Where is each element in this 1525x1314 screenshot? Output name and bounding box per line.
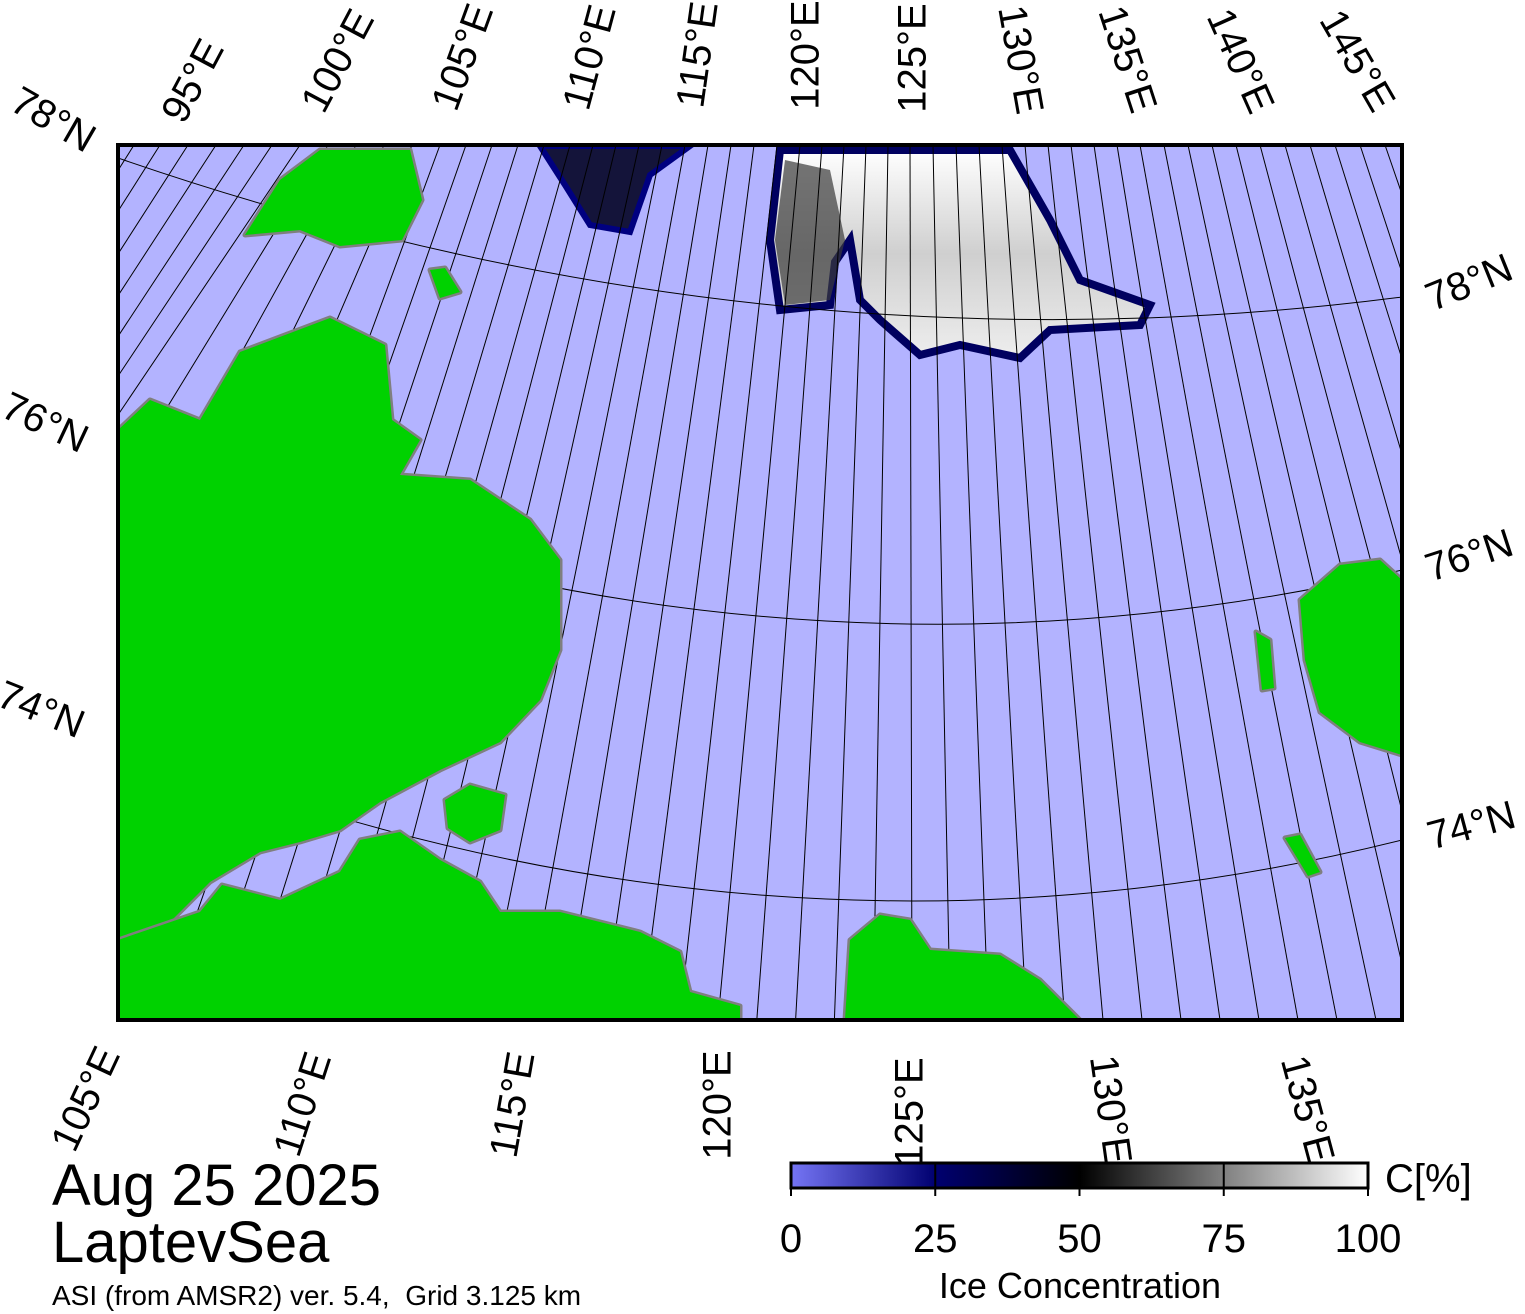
coordinate-label: 135°E bbox=[1272, 1051, 1343, 1168]
meridian bbox=[118, 145, 357, 578]
coordinate-label: 76°N bbox=[1420, 521, 1519, 590]
meridian bbox=[678, 145, 778, 1020]
colorbar-tick-label: 75 bbox=[1202, 1217, 1247, 1261]
meridian bbox=[833, 145, 867, 1020]
coordinate-label: 100°E bbox=[293, 2, 383, 119]
meridian bbox=[978, 145, 1028, 1020]
meridian bbox=[118, 145, 135, 172]
coordinate-label: 105°E bbox=[43, 1040, 129, 1158]
coordinate-label: 135°E bbox=[1089, 0, 1165, 118]
meridian bbox=[795, 145, 845, 1020]
colorbar: C[%] Ice Concentration 0 25 50 75 100 bbox=[780, 1157, 1472, 1306]
colorbar-tick-label: 25 bbox=[913, 1217, 958, 1261]
meridian bbox=[118, 145, 245, 338]
coordinate-label: 76°N bbox=[0, 384, 95, 462]
meridian bbox=[118, 145, 217, 297]
meridian bbox=[601, 145, 732, 1020]
meridian bbox=[1309, 145, 1402, 456]
meridian bbox=[0, 145, 56, 1020]
meridian bbox=[1211, 145, 1402, 967]
meridian bbox=[1334, 145, 1402, 361]
date: Aug 25 2025 bbox=[52, 1153, 381, 1218]
coordinate-label: 145°E bbox=[1311, 2, 1404, 119]
coordinate-label: 140°E bbox=[1198, 2, 1283, 120]
map-area bbox=[0, 145, 1402, 1020]
meridian bbox=[909, 145, 913, 1020]
coordinate-label: 115°E bbox=[668, 0, 726, 110]
coordinate-label: 110°E bbox=[555, 0, 625, 114]
meridian bbox=[717, 145, 801, 1020]
meridian bbox=[1047, 145, 1143, 1020]
meridian bbox=[1024, 145, 1104, 1020]
meridian bbox=[1187, 145, 1377, 1020]
meridian bbox=[118, 145, 301, 416]
meridian bbox=[756, 145, 823, 1020]
coordinate-label: 125°E bbox=[888, 1057, 932, 1166]
meridian bbox=[955, 145, 989, 1020]
colorbar-tick-label: 100 bbox=[1335, 1217, 1402, 1261]
colorbar-title: Ice Concentration bbox=[939, 1265, 1221, 1306]
map-frame bbox=[116, 143, 1404, 1022]
region: LaptevSea bbox=[52, 1210, 330, 1275]
meridian bbox=[872, 145, 889, 1020]
source: ASI (from AMSR2) ver. 5.4, Grid 3.125 km bbox=[52, 1280, 581, 1311]
meridian bbox=[0, 145, 108, 1020]
coordinate-label: 130°E bbox=[1081, 1052, 1140, 1166]
coordinate-label: 105°E bbox=[423, 0, 502, 116]
coordinate-label: 120°E bbox=[696, 1050, 740, 1159]
meridian bbox=[0, 145, 30, 1020]
meridian bbox=[118, 145, 273, 378]
meridian bbox=[1070, 145, 1182, 1020]
coordinate-label: 74°N bbox=[0, 673, 91, 747]
coordinate-label: 115°E bbox=[482, 1048, 544, 1160]
coordinate-label: 78°N bbox=[1419, 246, 1518, 320]
sea-ice-edge bbox=[775, 160, 845, 305]
meridian bbox=[1139, 145, 1299, 1020]
meridian bbox=[0, 145, 82, 1020]
meridian bbox=[640, 145, 755, 1020]
coordinate-label: 130°E bbox=[989, 2, 1051, 117]
coordinate-label: 95°E bbox=[153, 32, 233, 130]
meridian bbox=[932, 145, 951, 1020]
coordinate-label: 125°E bbox=[891, 3, 935, 112]
coordinate-label: 78°N bbox=[4, 78, 103, 161]
coordinate-label: 110°E bbox=[265, 1047, 340, 1162]
meridian bbox=[1001, 145, 1066, 1020]
coordinate-label: 120°E bbox=[784, 0, 828, 109]
meridian bbox=[118, 145, 329, 489]
meridian bbox=[1093, 145, 1221, 1020]
land bbox=[118, 147, 1402, 1020]
colorbar-tick-label: 0 bbox=[780, 1217, 802, 1261]
colorbar-unit: C[%] bbox=[1385, 1157, 1472, 1201]
coordinate-label: 74°N bbox=[1423, 793, 1521, 859]
colorbar-tick-label: 50 bbox=[1057, 1217, 1102, 1261]
meridian bbox=[484, 145, 663, 1020]
meridian bbox=[1284, 145, 1402, 562]
